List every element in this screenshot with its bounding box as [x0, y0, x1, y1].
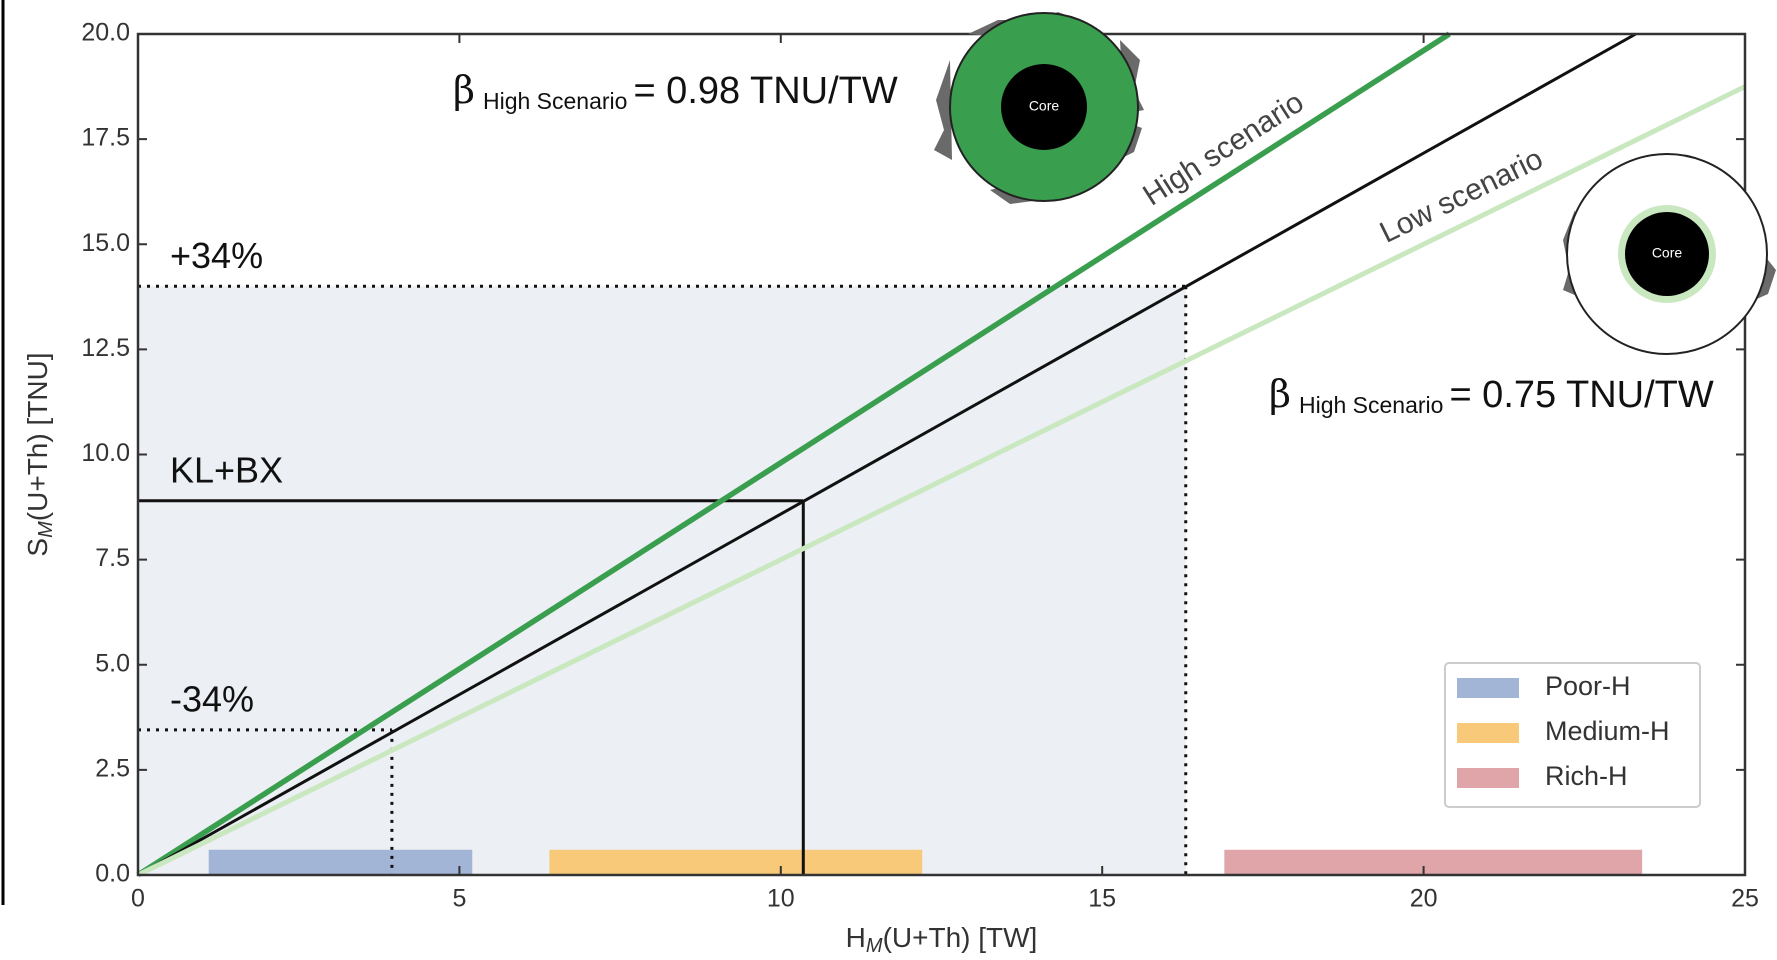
- annotation: β High Scenario= 0.98 TNU/TW: [453, 68, 898, 115]
- annotation-subscript: High Scenario: [1299, 392, 1443, 418]
- chart: +34%KL+BX-34%High scenarioLow scenario05…: [0, 0, 1777, 960]
- series-label: High scenario: [1137, 86, 1309, 213]
- earth-high: Core: [934, 12, 1144, 204]
- annotation-symbol: β: [453, 68, 475, 112]
- annotation-text: = 0.98 TNU/TW: [633, 70, 897, 112]
- legend-label: Poor-H: [1545, 671, 1631, 701]
- annotation-text: = 0.75 TNU/TW: [1449, 374, 1713, 416]
- legend-swatch: [1457, 678, 1519, 698]
- x-tick-label: 0: [131, 885, 145, 913]
- x-tick-label: 10: [767, 885, 795, 913]
- y-tick-label: 10.0: [81, 439, 130, 467]
- y-tick-label: 7.5: [95, 544, 130, 572]
- reference-label: -34%: [170, 678, 254, 719]
- legend-swatch: [1457, 723, 1519, 743]
- reference-label: KL+BX: [170, 449, 283, 490]
- y-tick-label: 0.0: [95, 860, 130, 888]
- y-tick-label: 20.0: [81, 19, 130, 47]
- x-axis-title: HM(U+Th) [TW]: [846, 922, 1038, 957]
- annotation: β High Scenario= 0.75 TNU/TW: [1269, 372, 1714, 419]
- x-tick-label: 5: [452, 885, 466, 913]
- annotation-symbol: β: [1269, 372, 1291, 416]
- range-bar: [209, 850, 473, 875]
- y-axis-title: SM(U+Th) [TNU]: [22, 352, 57, 556]
- axis-title-rest: (U+Th) [TW]: [883, 922, 1038, 953]
- axis-title-main: H: [846, 922, 866, 953]
- y-tick-label: 15.0: [81, 229, 130, 257]
- x-tick-label: 15: [1088, 885, 1116, 913]
- annotation-subscript: High Scenario: [483, 88, 627, 114]
- legend-label: Rich-H: [1545, 761, 1628, 791]
- axis-title-sub: M: [35, 521, 57, 538]
- y-tick-label: 2.5: [95, 754, 130, 782]
- legend-label: Medium-H: [1545, 716, 1670, 746]
- axis-title-sub: M: [866, 935, 883, 957]
- legend-swatch: [1457, 768, 1519, 788]
- axis-title-rest: (U+Th) [TNU]: [22, 352, 53, 521]
- axis-title-main: S: [22, 538, 53, 557]
- y-tick-label: 5.0: [95, 649, 130, 677]
- y-tick-label: 17.5: [81, 124, 130, 152]
- range-bar: [549, 850, 922, 875]
- core-label: Core: [1029, 98, 1060, 114]
- core-label: Core: [1652, 245, 1683, 261]
- x-tick-label: 20: [1410, 885, 1438, 913]
- reference-label: +34%: [170, 235, 263, 276]
- x-tick-label: 25: [1731, 885, 1759, 913]
- range-bar: [1224, 850, 1642, 875]
- y-tick-label: 12.5: [81, 334, 130, 362]
